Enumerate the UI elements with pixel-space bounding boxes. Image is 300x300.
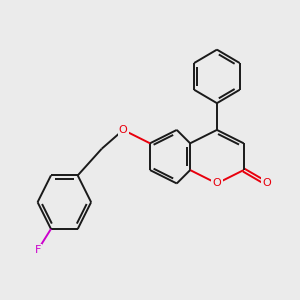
Text: O: O xyxy=(262,178,271,188)
Text: O: O xyxy=(212,178,221,188)
Text: O: O xyxy=(119,125,128,135)
Text: F: F xyxy=(34,245,41,255)
